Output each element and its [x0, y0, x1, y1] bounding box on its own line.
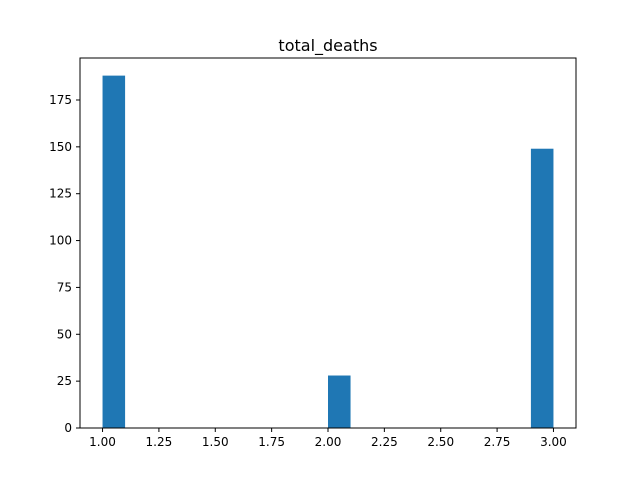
- x-tick-label: 2.25: [371, 435, 398, 449]
- y-tick-label: 75: [57, 280, 72, 294]
- y-tick-label: 50: [57, 327, 72, 341]
- y-tick-label: 150: [49, 140, 72, 154]
- x-tick-label: 2.75: [484, 435, 511, 449]
- y-axis-ticks: 0 25 50 75 100 125 150 175: [49, 93, 80, 435]
- y-tick-label: 125: [49, 187, 72, 201]
- x-tick-label: 1.25: [146, 435, 173, 449]
- histogram-bar-2: [530, 148, 554, 428]
- x-axis-ticks: 1.00 1.25 1.50 1.75 2.00 2.25 2.50 2.75 3.00: [89, 428, 567, 449]
- chart-title: total_deaths: [278, 36, 377, 56]
- x-tick-label: 3.00: [540, 435, 567, 449]
- x-tick-label: 1.50: [202, 435, 229, 449]
- y-tick-label: 100: [49, 234, 72, 248]
- histogram-bar-0: [102, 75, 126, 428]
- bars-group: [102, 75, 554, 428]
- x-tick-label: 2.00: [315, 435, 342, 449]
- x-tick-label: 2.50: [427, 435, 454, 449]
- histogram-bar-1: [328, 375, 351, 428]
- y-tick-label: 0: [64, 421, 72, 435]
- y-tick-label: 25: [57, 374, 72, 388]
- x-tick-label: 1.75: [258, 435, 285, 449]
- y-tick-label: 175: [49, 93, 72, 107]
- axes-frame: [79, 57, 577, 429]
- x-tick-label: 1.00: [89, 435, 116, 449]
